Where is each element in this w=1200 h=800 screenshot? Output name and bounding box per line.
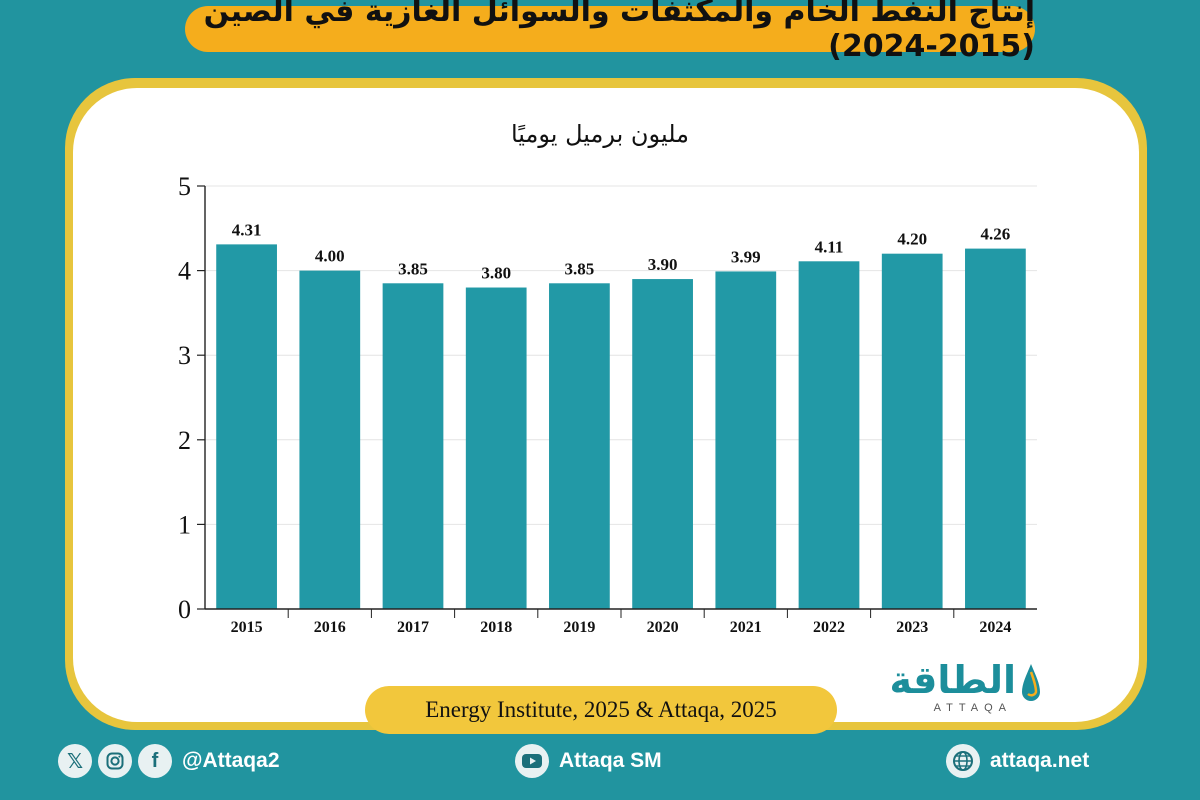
brand-name-ar: الطاقة	[889, 658, 1016, 702]
bar	[798, 261, 860, 609]
data-label: 4.26	[981, 225, 1011, 244]
data-label: 3.99	[731, 247, 761, 266]
x-tick-label: 2019	[563, 619, 595, 636]
bar	[465, 287, 527, 609]
data-label: 3.85	[398, 259, 428, 278]
brand-logo: الطاقة ATTAQA	[862, 658, 1042, 718]
bar	[881, 253, 943, 609]
x-icon[interactable]: 𝕏	[58, 744, 92, 778]
y-tick-label: 3	[178, 341, 191, 370]
y-tick-label: 4	[178, 257, 191, 286]
website-group: attaqa.net	[946, 744, 1089, 778]
x-tick-label: 2024	[979, 619, 1011, 636]
brand-name-en: ATTAQA	[933, 702, 1012, 714]
data-label: 4.20	[897, 230, 927, 249]
y-axis: 0 1 2 3 4 5	[178, 172, 206, 624]
data-label: 4.31	[232, 220, 262, 239]
facebook-icon[interactable]: f	[138, 744, 172, 778]
x-tick-label: 2016	[314, 619, 346, 636]
y-tick-label: 0	[178, 595, 191, 624]
bar	[549, 283, 610, 609]
y-tick-label: 5	[178, 172, 191, 201]
unit-label: مليون برميل يوميًا	[510, 120, 689, 148]
drop-icon	[1022, 664, 1040, 701]
data-label: 4.11	[815, 237, 844, 256]
bars	[216, 244, 1026, 609]
youtube-channel[interactable]: Attaqa SM	[559, 749, 662, 772]
website-url[interactable]: attaqa.net	[990, 749, 1090, 772]
bar	[965, 248, 1026, 609]
data-label: 3.90	[648, 255, 678, 274]
x-tick-label: 2023	[896, 619, 928, 636]
footer: 𝕏 f @Attaqa2 Attaqa SM attaqa.net	[0, 740, 1200, 790]
data-label: 3.80	[481, 264, 511, 283]
x-axis: 2015 2016 2017 2018 2019 2020 2021 2022 2023 2024	[205, 608, 1037, 636]
y-tick-label: 1	[178, 510, 191, 539]
bar	[632, 279, 693, 609]
bar	[216, 244, 277, 609]
youtube-icon[interactable]	[515, 744, 549, 778]
x-tick-label: 2021	[730, 619, 762, 636]
source-label: Energy Institute, 2025 & Attaqa, 2025	[365, 686, 837, 734]
x-tick-label: 2022	[813, 619, 845, 636]
x-tick-label: 2020	[647, 619, 679, 636]
data-label: 3.85	[565, 259, 595, 278]
bar	[382, 283, 444, 609]
y-tick-label: 2	[178, 426, 191, 455]
x-tick-label: 2018	[480, 619, 512, 636]
data-labels: 4.31 4.00 3.85 3.80 3.85 3.90 3.99 4.11 4.20 4.26	[232, 220, 1011, 282]
data-label: 4.00	[315, 247, 345, 266]
bar	[299, 270, 361, 609]
youtube-group: Attaqa SM	[515, 744, 662, 778]
x-tick-label: 2017	[397, 619, 429, 636]
instagram-icon[interactable]	[98, 744, 132, 778]
globe-icon[interactable]	[946, 744, 980, 778]
social-group: 𝕏 f @Attaqa2	[58, 744, 280, 778]
social-handle[interactable]: @Attaqa2	[182, 749, 280, 772]
bar	[715, 271, 777, 609]
x-tick-label: 2015	[231, 619, 263, 636]
